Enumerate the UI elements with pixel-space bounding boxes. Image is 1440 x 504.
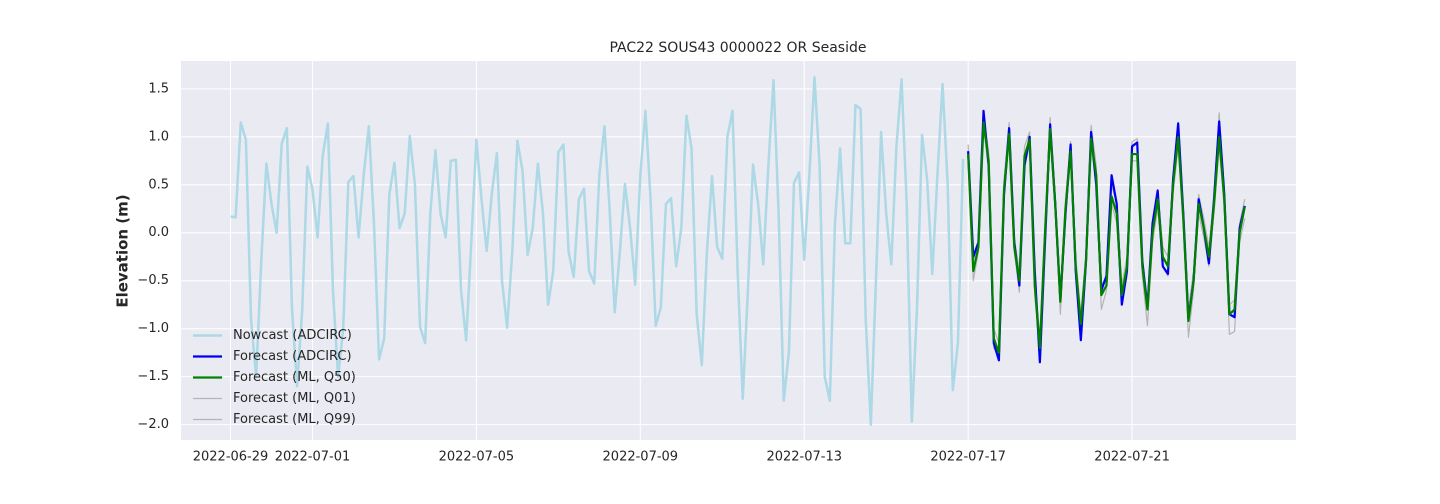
series-line xyxy=(967,121,1246,354)
axes: −2.0 −1.5 −1.0 −0.5 0.0 0.5 1.0 1.5 2022-06-29 20… xyxy=(137,81,1169,464)
legend-label: Nowcast (ADCIRC) xyxy=(233,328,352,343)
grid xyxy=(181,61,1296,440)
legend: Nowcast (ADCIRC) Forecast (ADCIRC) Forecas… xyxy=(193,328,356,427)
legend-label: Forecast (ML, Q50) xyxy=(233,370,356,385)
y-tick-label: −0.5 xyxy=(137,273,169,288)
legend-label: Forecast (ML, Q01) xyxy=(233,391,356,406)
y-axis-label: Elevation (m) xyxy=(114,194,132,307)
series-line xyxy=(230,76,965,426)
x-tick-label: 2022-07-17 xyxy=(930,450,1006,465)
legend-label: Forecast (ADCIRC) xyxy=(233,349,352,364)
x-tick-label: 2022-07-21 xyxy=(1094,450,1170,465)
x-tick-label: 2022-07-01 xyxy=(275,450,351,465)
y-tick-label: −1.0 xyxy=(137,321,169,336)
x-tick-label: 2022-07-09 xyxy=(603,450,679,465)
x-tick-label: 2022-07-13 xyxy=(766,450,842,465)
y-tick-label: 0.5 xyxy=(148,177,169,192)
y-tick-label: 0.0 xyxy=(148,225,169,240)
y-tick-label: 1.5 xyxy=(148,81,169,96)
chart-title: PAC22 SOUS43 0000022 OR Seaside xyxy=(610,40,867,56)
y-tick-label: −2.0 xyxy=(137,417,169,432)
y-tick-label: −1.5 xyxy=(137,369,169,384)
lines xyxy=(230,76,1246,426)
legend-label: Forecast (ML, Q99) xyxy=(233,412,356,427)
x-tick-label: 2022-06-29 xyxy=(193,450,269,465)
y-tick-label: 1.0 xyxy=(148,129,169,144)
x-tick-label: 2022-07-05 xyxy=(439,450,515,465)
